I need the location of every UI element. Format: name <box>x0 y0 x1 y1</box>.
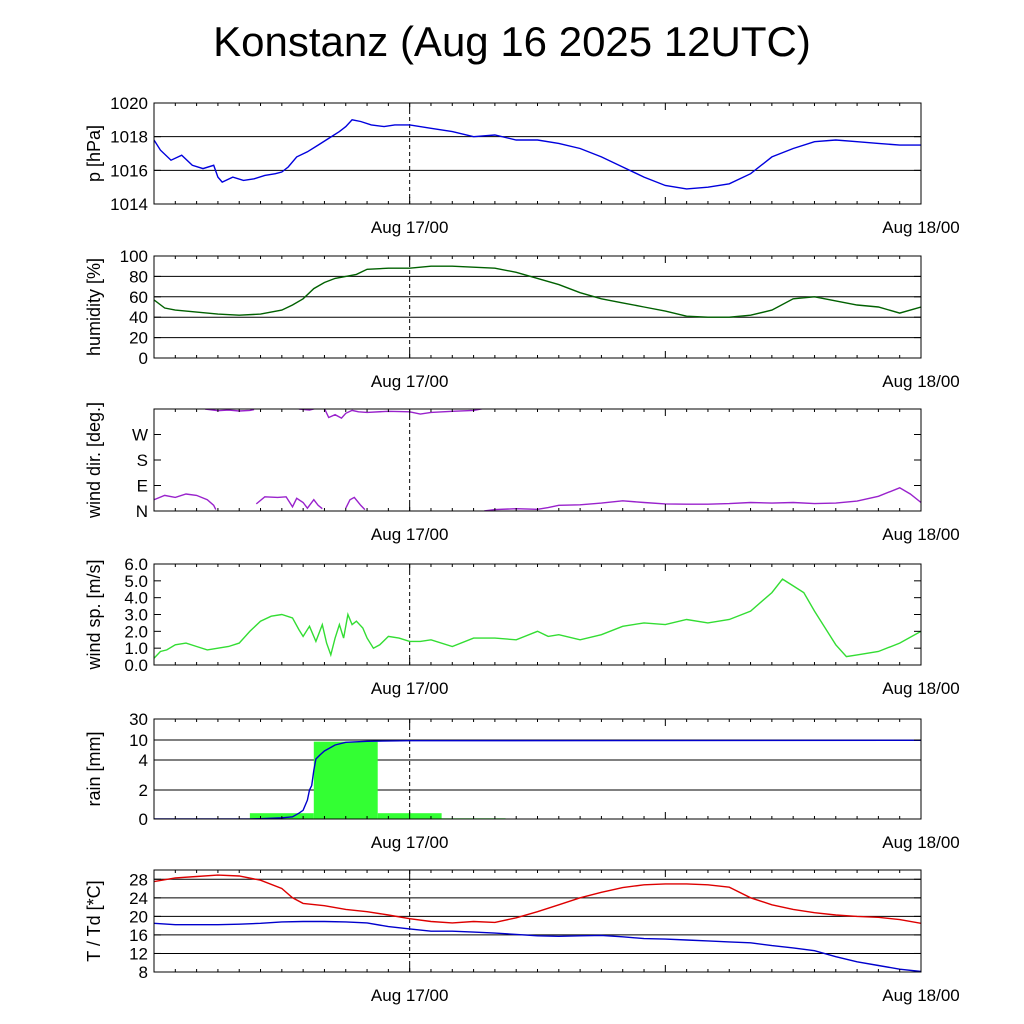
wind-speed-ytick-label: 2.0 <box>124 622 148 641</box>
rain-ytick-label: 10 <box>129 731 148 750</box>
pressure-ylabel: p [hPa] <box>84 125 104 182</box>
pressure-ytick-label: 1020 <box>110 94 148 113</box>
wind-direction-ylabel: wind dir. [deg.] <box>84 402 104 519</box>
pressure-xtick-label: Aug 17/00 <box>371 218 449 237</box>
pressure-series-line <box>154 119 921 190</box>
wind-direction-series-line <box>484 487 921 511</box>
rain-bar <box>313 741 378 819</box>
temperature-ytick-label: 12 <box>129 944 148 963</box>
rain-xtick-label: Aug 17/00 <box>371 833 449 852</box>
pressure-ytick-label: 1018 <box>110 128 148 147</box>
temperature-series-line <box>154 874 921 924</box>
pressure-frame <box>153 102 922 205</box>
wind-direction-ytick-label: W <box>132 426 148 445</box>
wind-speed-xtick-label: Aug 17/00 <box>371 679 449 698</box>
rain-frame <box>153 718 922 820</box>
panel-rain: 0 2 410 30 rain [mm] Aug 17/00 Aug 18/00 <box>84 710 960 852</box>
wind-direction-series-line <box>323 409 485 419</box>
temperature-frame <box>153 869 922 973</box>
humidity-ylabel: humidity [%] <box>84 258 104 356</box>
humidity-xtick-label: Aug 17/00 <box>371 372 449 391</box>
humidity-xtick-label: Aug 18/00 <box>882 372 960 391</box>
humidity-ytick-label: 60 <box>129 288 148 307</box>
wind-direction-series-line <box>345 496 366 511</box>
wind-direction-frame <box>153 408 922 512</box>
wind-speed-ytick-label: 1.0 <box>124 639 148 658</box>
wind-direction-ytick-label: S <box>137 451 148 470</box>
wind-direction-series-line <box>255 496 323 510</box>
wind-speed-ytick-label: 6.0 <box>124 555 148 574</box>
wind-speed-series-line <box>154 578 921 659</box>
wind-direction-series-line <box>154 493 217 510</box>
pressure-ytick-label: 1014 <box>110 195 148 214</box>
temperature-xtick-label: Aug 18/00 <box>882 986 960 1005</box>
temperature-series-line <box>154 920 921 972</box>
rain-xtick-label: Aug 18/00 <box>882 833 960 852</box>
wind-speed-ytick-label: 3.0 <box>124 606 148 625</box>
temperature-ytick-label: 28 <box>129 870 148 889</box>
temperature-ytick-label: 8 <box>139 963 148 982</box>
page-title: Konstanz (Aug 16 2025 12UTC) <box>213 18 811 65</box>
wind-direction-xtick-label: Aug 17/00 <box>371 525 449 544</box>
wind-direction-ytick-label: N <box>136 502 148 521</box>
panel-pressure: 1014 1016 1018 1020 p [hPa] Aug 17/00 Aug 18/0… <box>84 94 960 237</box>
panel-wind-speed: 0.01.02.03.04.05.06.0 wind sp. [m/s] Aug 1… <box>84 555 960 698</box>
temperature-ytick-label: 16 <box>129 926 148 945</box>
wind-speed-xtick-label: Aug 18/00 <box>882 679 960 698</box>
humidity-series-line <box>154 265 921 318</box>
humidity-ytick-label: 0 <box>139 349 148 368</box>
wind-direction-series-line <box>205 409 255 412</box>
wind-speed-ytick-label: 0.0 <box>124 656 148 675</box>
humidity-ytick-label: 40 <box>129 308 148 327</box>
humidity-ytick-label: 80 <box>129 267 148 286</box>
wind-direction-xtick-label: Aug 18/00 <box>882 525 960 544</box>
pressure-xtick-label: Aug 18/00 <box>882 218 960 237</box>
rain-ytick-label: 2 <box>139 781 148 800</box>
pressure-ytick-label: 1016 <box>110 161 148 180</box>
wind-speed-ytick-label: 4.0 <box>124 589 148 608</box>
humidity-ytick-label: 20 <box>129 329 148 348</box>
rain-ytick-label: 0 <box>139 810 148 829</box>
temperature-ytick-label: 20 <box>129 907 148 926</box>
temperature-ylabel: T / Td [*C] <box>84 880 104 961</box>
wind-speed-ylabel: wind sp. [m/s] <box>84 559 104 670</box>
humidity-ytick-label: 100 <box>120 247 148 266</box>
temperature-xtick-label: Aug 17/00 <box>371 986 449 1005</box>
temperature-ytick-label: 24 <box>129 889 148 908</box>
humidity-frame <box>153 255 922 359</box>
rain-ytick-label: 4 <box>139 751 148 770</box>
wind-speed-frame <box>153 563 922 666</box>
rain-ytick-label: 30 <box>129 710 148 729</box>
wind-direction-ytick-label: E <box>137 477 148 496</box>
rain-ylabel: rain [mm] <box>84 731 104 806</box>
wind-speed-ytick-label: 5.0 <box>124 572 148 591</box>
rain-series-line <box>154 739 921 819</box>
